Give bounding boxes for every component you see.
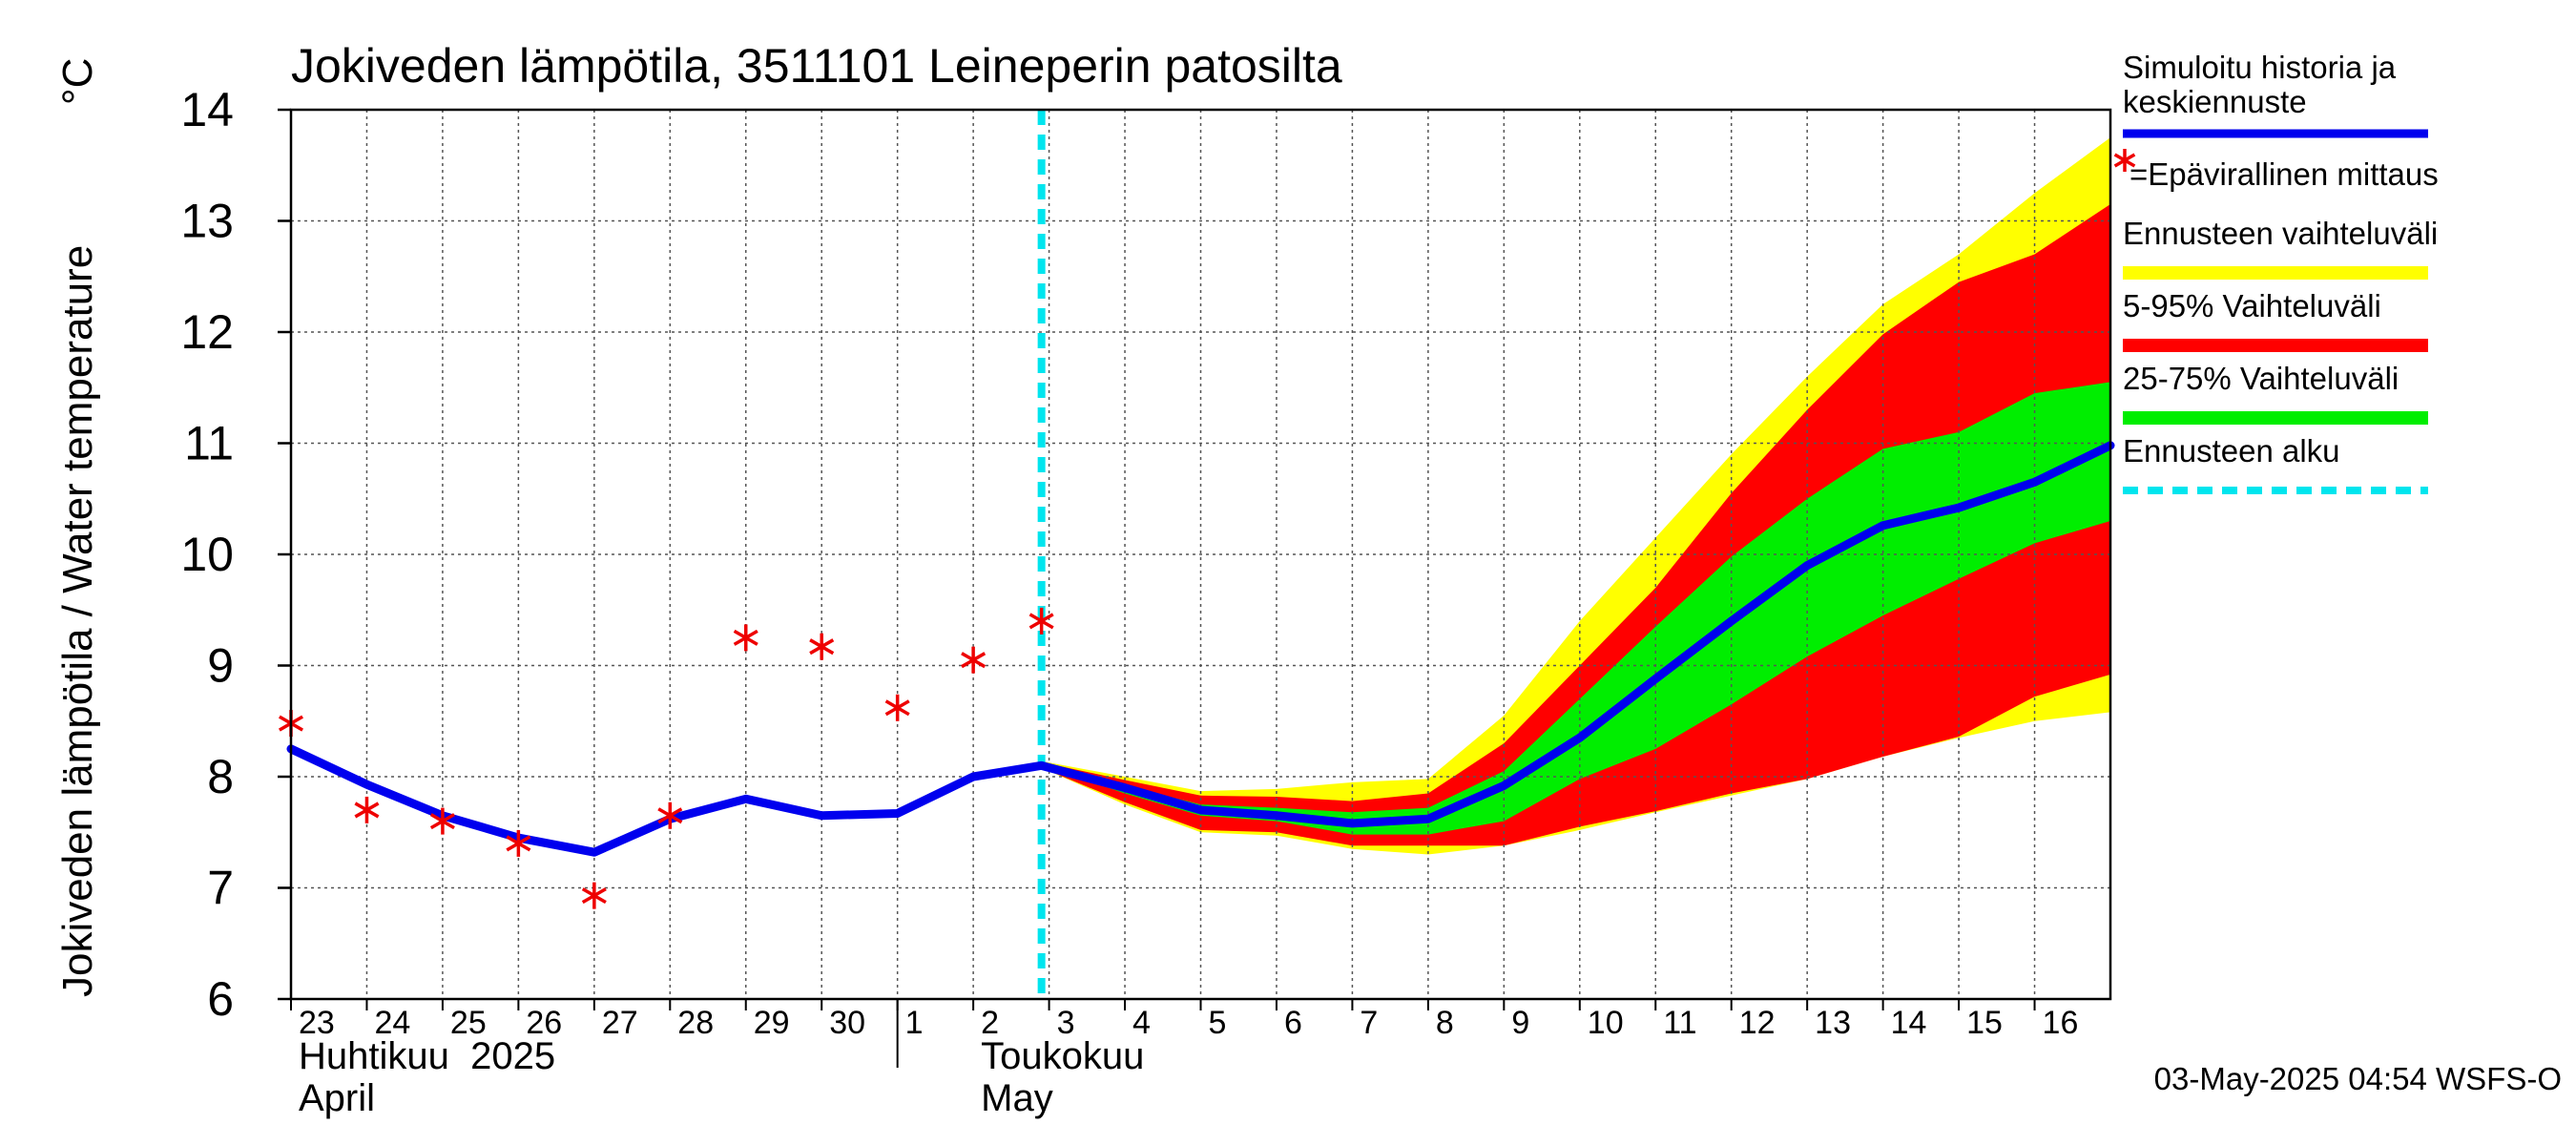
- x-tick-label-20: 13: [1815, 1005, 1851, 1041]
- x-tick-label-2: 25: [450, 1005, 487, 1041]
- measurement-point-6-stroke: [733, 629, 758, 646]
- measurement-points: [279, 607, 1054, 909]
- x-tick-label-0: 23: [299, 1005, 335, 1041]
- measurement-point-6: [733, 624, 758, 652]
- x-tick-label-21: 14: [1891, 1005, 1927, 1041]
- measurement-point-5-stroke: [657, 807, 683, 824]
- legend-label-measurement: =Epävirallinen mittaus: [2129, 156, 2439, 192]
- measurement-point-1: [354, 796, 380, 823]
- x-tick-label-12: 5: [1209, 1005, 1227, 1041]
- x-tick-label-6: 29: [754, 1005, 790, 1041]
- measurement-point-10-stroke: [1028, 613, 1054, 630]
- x-tick-label-1: 24: [374, 1005, 410, 1041]
- measurement-point-9-stroke: [961, 652, 987, 669]
- legend-item-p25_75: 25-75% Vaihteluväli: [2123, 361, 2428, 425]
- x-tick-label-17: 10: [1588, 1005, 1624, 1041]
- x-tick-label-23: 16: [2043, 1005, 2079, 1041]
- measurement-point-7-stroke: [809, 638, 835, 656]
- month-label-en-1: May: [981, 1077, 1053, 1119]
- measurement-point-8-stroke: [884, 699, 910, 717]
- x-tick-label-18: 11: [1663, 1005, 1696, 1041]
- y-tick-label-5: 11: [184, 417, 234, 470]
- legend-item-range: Ennusteen vaihteluväli: [2123, 216, 2438, 280]
- measurement-point-9: [961, 646, 987, 674]
- x-tick-label-22: 15: [1966, 1005, 2003, 1041]
- legend-label-history-1: Simuloitu historia ja: [2123, 50, 2397, 85]
- x-tick-label-19: 12: [1739, 1005, 1776, 1041]
- series-line-0: [286, 441, 2115, 857]
- y-tick-label-2: 8: [207, 750, 234, 803]
- legend-swatch-measurement: [2113, 149, 2136, 172]
- x-tick-label-8: 1: [905, 1005, 924, 1041]
- x-tick-label-5: 28: [677, 1005, 714, 1041]
- x-tick-label-11: 4: [1132, 1005, 1151, 1041]
- y-axis-label: Jokiveden lämpötila / Water temperature: [54, 245, 101, 997]
- legend-swatch-measurement-stroke: [2113, 153, 2136, 168]
- x-tick-label-16: 9: [1511, 1005, 1529, 1041]
- x-tick-label-4: 27: [602, 1005, 638, 1041]
- month-label-fi-1: Toukokuu: [981, 1035, 1144, 1077]
- y-tick-label-0: 6: [207, 972, 234, 1026]
- y-tick-label-1: 7: [207, 862, 234, 915]
- measurement-point-8: [884, 694, 910, 721]
- y-axis-unit: °C: [54, 58, 101, 105]
- x-axis-ticks: 23 24 25 26 27 28 29 30 1 2 3 4 5 6 7 8 9 10 11 12 13 14 15 16: [290, 999, 2079, 1068]
- measurement-point-5: [657, 802, 683, 829]
- legend-item-measurement: =Epävirallinen mittaus: [2113, 149, 2439, 192]
- measurement-point-10: [1028, 607, 1054, 635]
- y-tick-label-8: 14: [180, 83, 234, 136]
- forecast-bands: [1041, 137, 2110, 855]
- measurement-point-3: [506, 829, 531, 857]
- x-tick-label-7: 30: [829, 1005, 865, 1041]
- band-1: [1041, 204, 2110, 846]
- x-tick-label-14: 7: [1360, 1005, 1378, 1041]
- legend-label-history-2: keskiennuste: [2123, 84, 2307, 119]
- grid: [291, 110, 2110, 999]
- measurement-point-1-stroke: [354, 802, 380, 819]
- legend-label-p25_75: 25-75% Vaihteluväli: [2123, 361, 2399, 396]
- measurement-point-4: [581, 882, 607, 909]
- legend-label-p5_95: 5-95% Vaihteluväli: [2123, 288, 2381, 323]
- month-label-en-0: April: [299, 1077, 375, 1119]
- legend-item-start: Ennusteen alku: [2123, 433, 2428, 494]
- measurement-point-2: [429, 807, 455, 835]
- y-axis-ticks: 6 7 8 9 10 11 12 13 14: [180, 83, 291, 1026]
- legend-item-p5_95: 5-95% Vaihteluväli: [2123, 288, 2428, 352]
- x-tick-label-13: 6: [1284, 1005, 1302, 1041]
- band-2: [1041, 382, 2110, 835]
- x-tick-label-10: 3: [1057, 1005, 1075, 1041]
- y-tick-label-3: 9: [207, 639, 234, 693]
- legend-label-range: Ennusteen vaihteluväli: [2123, 216, 2438, 251]
- measurement-point-4-stroke: [581, 887, 607, 905]
- measurement-point-3-stroke: [506, 835, 531, 852]
- y-tick-label-4: 10: [180, 528, 234, 581]
- y-tick-label-6: 12: [180, 305, 234, 359]
- x-tick-label-3: 26: [526, 1005, 562, 1041]
- series-lines: [286, 441, 2115, 857]
- footer-timestamp: 03-May-2025 04:54 WSFS-O: [2154, 1061, 2562, 1096]
- y-tick-label-7: 13: [180, 195, 234, 248]
- legend-label-start: Ennusteen alku: [2123, 433, 2340, 468]
- measurement-point-7: [809, 633, 835, 660]
- x-tick-label-9: 2: [981, 1005, 999, 1041]
- measurement-point-2-stroke: [429, 813, 455, 830]
- month-label-fi-0: Huhtikuu 2025: [299, 1035, 555, 1077]
- x-tick-label-15: 8: [1436, 1005, 1454, 1041]
- chart-title: Jokiveden lämpötila, 3511101 Leineperin …: [291, 39, 1342, 93]
